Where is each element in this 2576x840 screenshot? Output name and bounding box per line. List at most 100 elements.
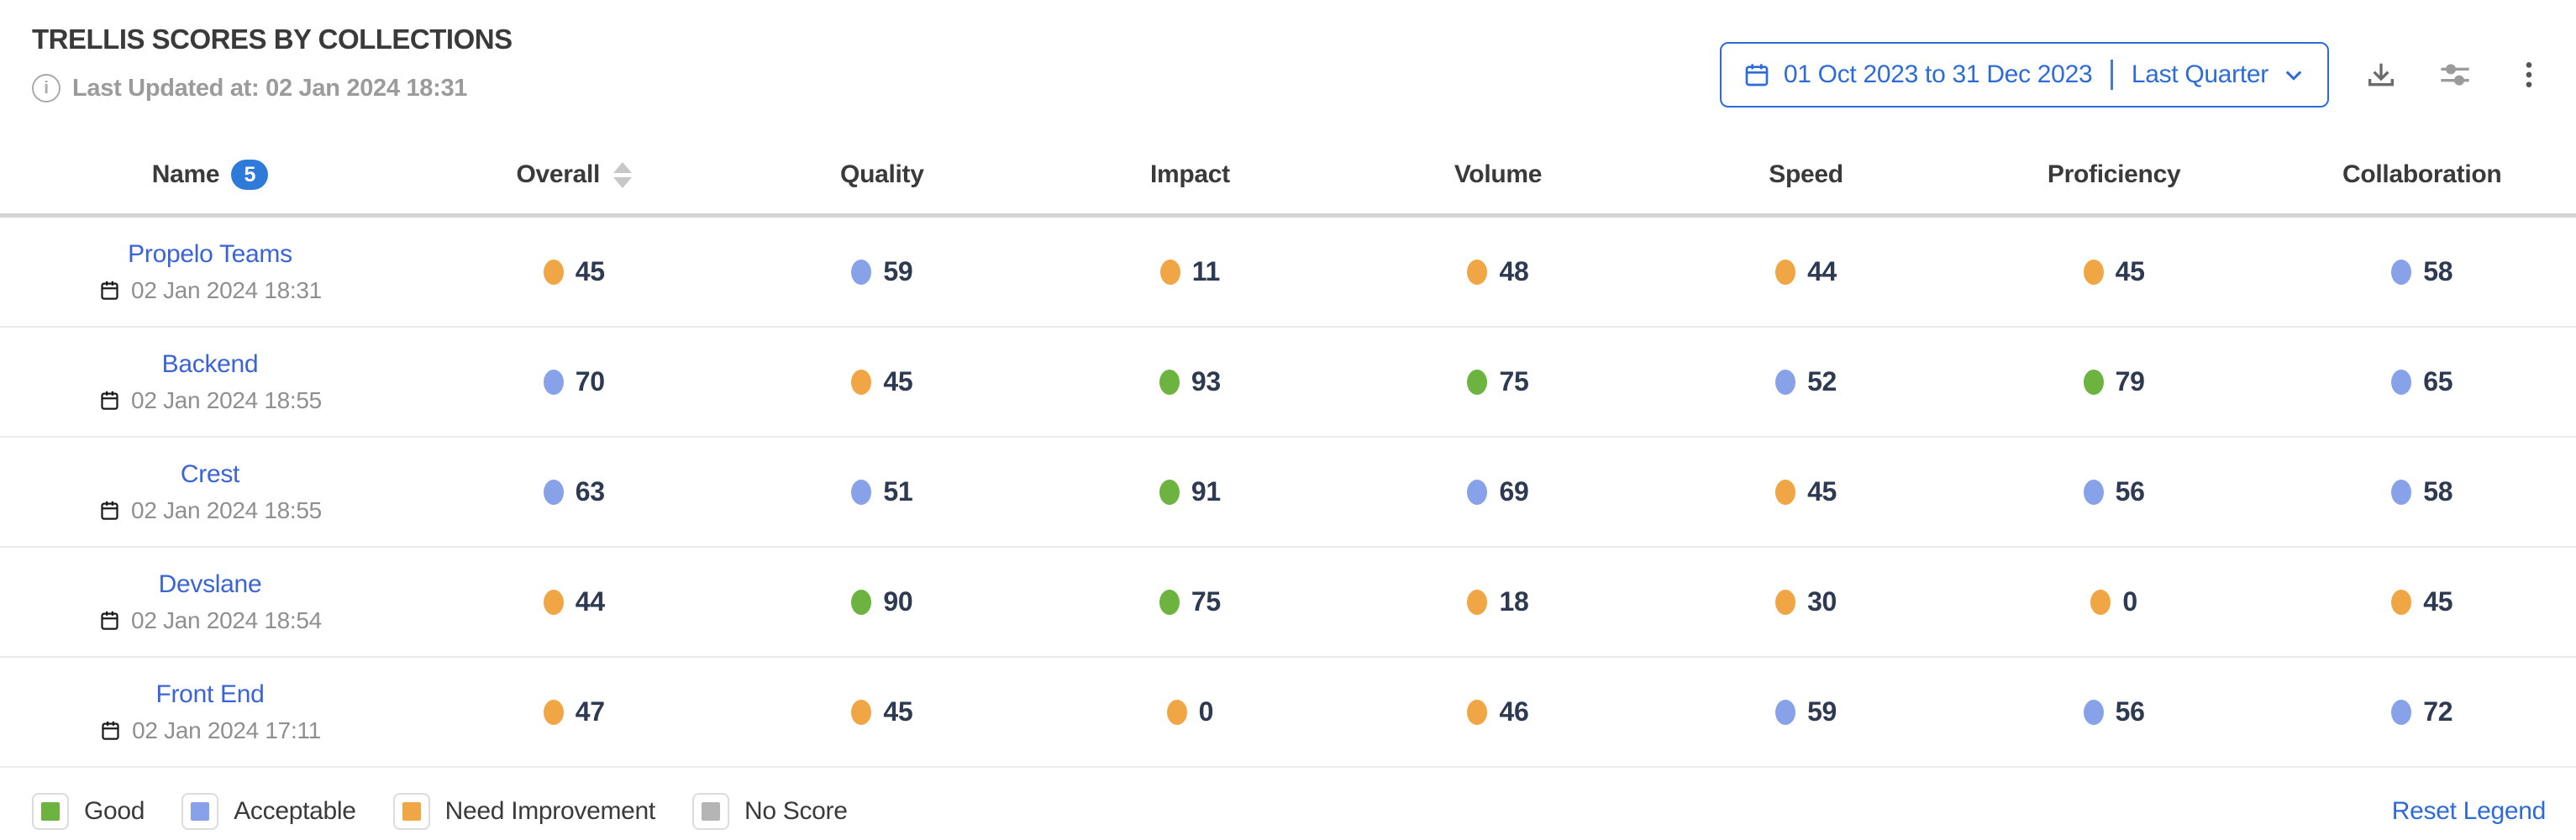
score-value: 30: [1807, 586, 1837, 617]
date-range-picker[interactable]: 01 Oct 2023 to 31 Dec 2023 Last Quarter: [1719, 42, 2329, 108]
score-status-dot: [1166, 699, 1187, 725]
chevron-down-icon: [2282, 63, 2305, 87]
score-status-dot: [851, 589, 872, 615]
row-updated-date: 02 Jan 2024 18:55: [98, 387, 322, 414]
collection-name-link[interactable]: Crest: [180, 459, 240, 488]
scores-table: Name 5 Overall Quality Impact Volume Speed Prof…: [0, 136, 2576, 768]
score-status-dot: [1775, 589, 1796, 615]
score-cell: 56: [1960, 476, 2268, 507]
legend-item-need_improvement[interactable]: Need Improvement: [392, 793, 655, 830]
score-cell: 11: [1036, 256, 1344, 287]
header-controls: 01 Oct 2023 to 31 Dec 2023 Last Quarter: [1719, 42, 2551, 108]
table-row: Backend 02 Jan 2024 18:55 70 45 93 75 52 79 65: [0, 328, 2576, 438]
score-value: 58: [2423, 476, 2453, 507]
score-status-dot: [851, 259, 872, 285]
table-row: Front End 02 Jan 2024 17:11 47 45 0 46 59 56 72: [0, 658, 2576, 768]
score-value: 18: [1499, 586, 1529, 617]
date-text: 02 Jan 2024 17:11: [132, 717, 321, 743]
score-status-dot: [1159, 259, 1180, 285]
legend-item-acceptable[interactable]: Acceptable: [181, 793, 356, 830]
calendar-icon: [99, 718, 122, 743]
score-value: 44: [1807, 256, 1837, 286]
name-cell: Backend 02 Jan 2024 18:55: [0, 350, 420, 414]
score-cell: 52: [1652, 366, 1960, 397]
score-value: 45: [883, 696, 913, 727]
score-status-dot: [1775, 369, 1796, 395]
score-status-dot: [543, 259, 564, 285]
score-status-dot: [1159, 479, 1180, 505]
score-cell: 93: [1036, 366, 1344, 397]
score-status-dot: [543, 479, 564, 505]
picker-divider: [2111, 60, 2113, 90]
more-options-button[interactable]: [2507, 53, 2551, 97]
legend-color-square: [701, 802, 720, 821]
score-value: 52: [1807, 366, 1837, 396]
column-header-overall[interactable]: Overall: [420, 160, 728, 189]
score-value: 51: [883, 476, 913, 507]
collection-name-link[interactable]: Propelo Teams: [128, 239, 292, 268]
score-status-dot: [543, 699, 564, 725]
column-header-collaboration: Collaboration: [2268, 160, 2576, 189]
score-value: 45: [2423, 586, 2453, 617]
score-cell: 75: [1036, 586, 1344, 617]
column-header-speed: Speed: [1652, 160, 1960, 189]
name-cell: Devslane 02 Jan 2024 18:54: [0, 570, 420, 634]
column-header-quality: Quality: [728, 160, 1037, 189]
date-text: 02 Jan 2024 18:55: [131, 496, 322, 523]
score-cell: 59: [728, 256, 1037, 287]
row-updated-date: 02 Jan 2024 17:11: [99, 717, 321, 744]
name-cell: Front End 02 Jan 2024 17:11: [0, 680, 420, 744]
legend-swatch: [392, 793, 430, 830]
info-icon: i: [32, 74, 60, 102]
score-cell: 75: [1344, 366, 1653, 397]
score-cell: 45: [728, 366, 1037, 397]
row-updated-date: 02 Jan 2024 18:31: [98, 277, 322, 304]
legend-swatch: [32, 793, 69, 830]
score-status-dot: [851, 699, 872, 725]
score-value: 56: [2115, 696, 2145, 727]
collection-name-link[interactable]: Devslane: [158, 570, 262, 598]
widget-settings-button[interactable]: [2433, 53, 2477, 97]
column-header-name: Name 5: [0, 160, 420, 190]
title-block: TRELLIS SCORES BY COLLECTIONS i Last Upd…: [32, 24, 513, 102]
score-value: 69: [1499, 476, 1529, 507]
score-status-dot: [2391, 589, 2412, 615]
table-row: Devslane 02 Jan 2024 18:54 44 90 75 18 30 0 45: [0, 548, 2576, 658]
score-value: 75: [1191, 586, 1221, 617]
score-status-dot: [1775, 699, 1796, 725]
row-count-badge: 5: [231, 160, 269, 190]
score-value: 72: [2423, 696, 2453, 727]
legend-item-no_score[interactable]: No Score: [691, 793, 848, 830]
score-cell: 58: [2268, 476, 2576, 507]
download-button[interactable]: [2359, 53, 2403, 97]
column-label: Name: [151, 160, 220, 188]
score-value: 58: [2423, 256, 2453, 286]
name-cell: Propelo Teams 02 Jan 2024 18:31: [0, 240, 420, 304]
score-status-dot: [2391, 259, 2412, 285]
score-cell: 69: [1344, 476, 1653, 507]
score-cell: 72: [2268, 696, 2576, 727]
score-status-dot: [2083, 479, 2104, 505]
date-preset-label: Last Quarter: [2131, 60, 2268, 88]
sliders-icon: [2438, 58, 2472, 92]
score-status-dot: [2090, 589, 2111, 615]
score-value: 75: [1499, 366, 1529, 396]
score-cell: 56: [1960, 696, 2268, 727]
score-value: 56: [2115, 476, 2145, 507]
score-status-dot: [2391, 369, 2412, 395]
score-status-dot: [543, 369, 564, 395]
score-status-dot: [2083, 699, 2104, 725]
score-cell: 48: [1344, 256, 1653, 287]
calendar-icon: [98, 278, 121, 302]
score-value: 45: [1807, 476, 1837, 507]
collection-name-link[interactable]: Front End: [155, 680, 265, 708]
score-value: 63: [575, 476, 605, 507]
score-value: 90: [883, 586, 913, 617]
score-cell: 44: [420, 586, 728, 617]
reset-legend-link[interactable]: Reset Legend: [2391, 797, 2547, 825]
score-status-dot: [1159, 369, 1180, 395]
score-status-dot: [2391, 699, 2412, 725]
legend-item-good[interactable]: Good: [32, 793, 145, 830]
sort-carets-icon[interactable]: [613, 161, 633, 188]
collection-name-link[interactable]: Backend: [161, 349, 259, 378]
